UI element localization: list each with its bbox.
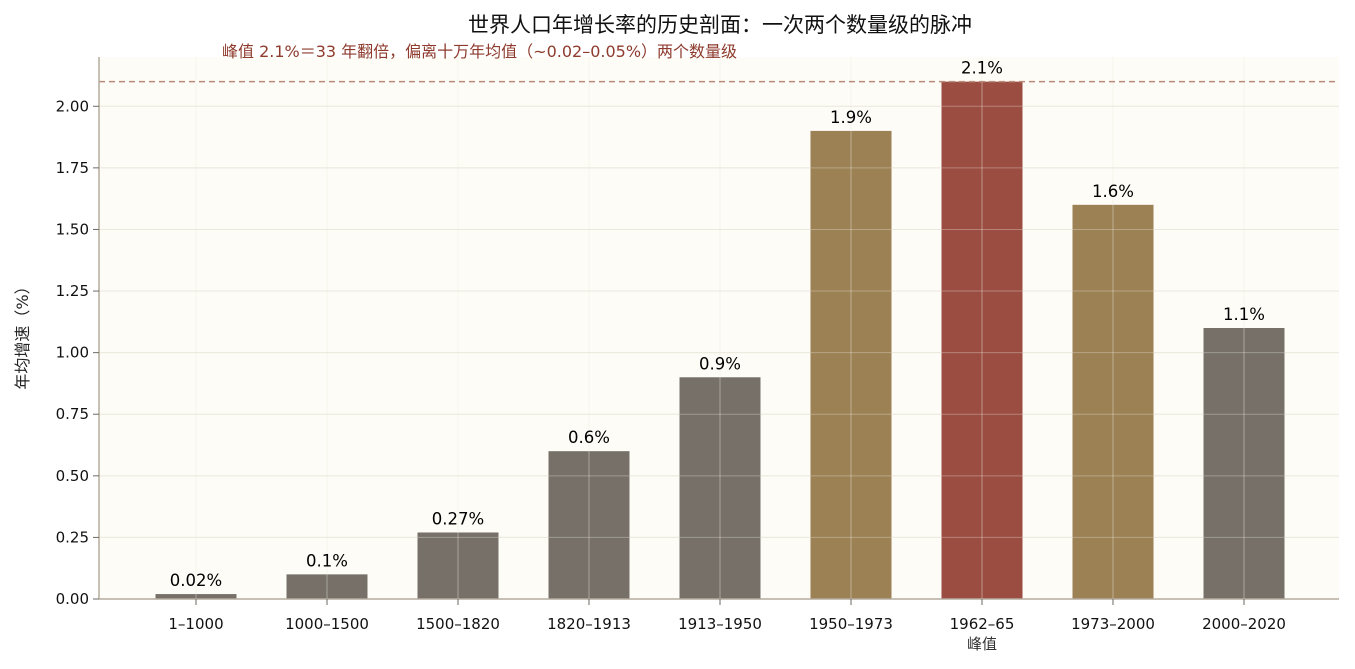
y-tick-label: 1.25 xyxy=(56,282,89,300)
peak-sublabel: 峰值 xyxy=(967,635,997,653)
y-tick-label: 2.00 xyxy=(56,97,89,115)
bars xyxy=(155,81,1285,600)
bar xyxy=(155,594,237,599)
y-tick-label: 0.50 xyxy=(56,467,89,485)
bar-value-label: 1.6% xyxy=(1092,182,1134,201)
y-tick-label: 0.75 xyxy=(56,405,89,423)
bar-value-label: 0.27% xyxy=(432,509,484,528)
grid-lines-vertical xyxy=(195,57,1245,599)
bar xyxy=(941,81,1023,600)
bar xyxy=(1203,328,1285,599)
y-tick-label: 1.50 xyxy=(56,220,89,238)
bar xyxy=(286,574,368,599)
x-tick-label: 1000–1500 xyxy=(285,615,369,633)
x-tick-label: 1913–1950 xyxy=(678,615,762,633)
bar xyxy=(679,377,761,599)
chart-title: 世界人口年增长率的历史剖面：一次两个数量级的脉冲 xyxy=(468,13,972,37)
y-tick-label: 0.25 xyxy=(56,528,89,546)
bar-value-label: 0.02% xyxy=(170,571,222,590)
bar-value-label: 0.6% xyxy=(568,428,610,447)
bar-value-label: 0.9% xyxy=(699,354,741,373)
bar-value-label: 1.1% xyxy=(1223,305,1265,324)
bar-value-label: 1.9% xyxy=(830,108,872,127)
y-tick-label: 0.00 xyxy=(56,590,89,608)
bar xyxy=(810,130,892,599)
bar-value-label: 2.1% xyxy=(961,59,1003,78)
x-tick-label: 2000–2020 xyxy=(1202,615,1286,633)
bar xyxy=(417,532,499,599)
x-tick-label: 1820–1913 xyxy=(547,615,631,633)
x-tick-label: 1962–65 xyxy=(950,615,1015,633)
x-tick-label: 1500–1820 xyxy=(416,615,500,633)
y-tick-label: 1.75 xyxy=(56,159,89,177)
x-tick-label: 1–1000 xyxy=(168,615,223,633)
bar xyxy=(548,451,630,599)
bar xyxy=(1072,204,1154,599)
bar-value-label: 0.1% xyxy=(306,551,348,570)
y-tick-label: 1.00 xyxy=(56,344,89,362)
y-axis-label: 年均增速（%） xyxy=(13,278,32,389)
x-tick-label: 1973–2000 xyxy=(1071,615,1155,633)
x-tick-label: 1950–1973 xyxy=(809,615,893,633)
peak-annotation: 峰值 2.1%＝33 年翻倍，偏离十万年均值（~0.02–0.05%）两个数量级 xyxy=(222,42,737,61)
